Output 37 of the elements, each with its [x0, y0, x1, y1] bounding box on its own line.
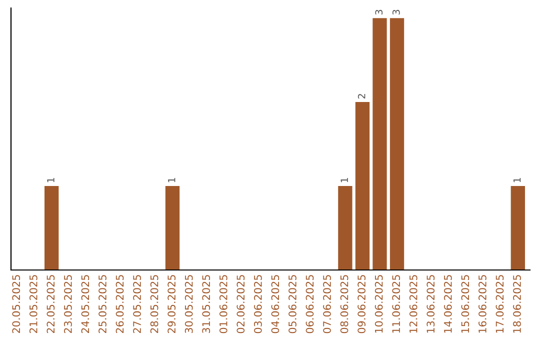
- data-label: 1: [168, 178, 176, 182]
- x-tick-label: 22.05.2025: [46, 275, 55, 334]
- data-label: 1: [514, 178, 521, 182]
- x-tick-label: 02.06.2025: [236, 275, 245, 334]
- x-tick-label: 15.06.2025: [461, 275, 470, 333]
- x-tick-label: 05.06.2025: [288, 275, 296, 334]
- x-tick-label: 07.06.2025: [323, 275, 331, 334]
- x-tick-label: 12.06.2025: [409, 275, 418, 333]
- x-tick-label: 03.06.2025: [254, 275, 262, 334]
- x-tick-label: 28.05.2025: [150, 275, 158, 334]
- x-tick-label: 09.06.2025: [358, 275, 366, 334]
- x-tick-label: 08.06.2025: [340, 275, 348, 334]
- x-tick-label: 13.06.2025: [426, 275, 435, 333]
- x-tick-label: 27.05.2025: [133, 275, 141, 334]
- data-label: 3: [375, 10, 383, 15]
- x-tick-label: 10.06.2025: [374, 275, 383, 333]
- x-tick-label: 06.06.2025: [306, 275, 314, 334]
- x-tick-label: 25.05.2025: [98, 275, 106, 334]
- x-tick-label: 18.06.2025: [513, 275, 521, 333]
- x-tick-label: 01.06.2025: [219, 275, 228, 334]
- x-tick-label: 30.05.2025: [184, 275, 193, 334]
- data-label: 1: [340, 178, 348, 182]
- x-tick-label: 24.05.2025: [81, 275, 90, 334]
- x-tick-label: 26.05.2025: [116, 275, 124, 334]
- x-tick-label: 31.05.2025: [202, 275, 210, 334]
- x-tick-label: 29.05.2025: [168, 275, 176, 334]
- data-label: 2: [358, 94, 366, 99]
- data-label: 3: [392, 10, 400, 15]
- x-tick-label: 04.06.2025: [271, 275, 280, 334]
- x-tick-label: 14.06.2025: [444, 275, 452, 333]
- x-tick-label: 11.06.2025: [392, 275, 400, 333]
- x-tick-label: 16.06.2025: [478, 275, 486, 333]
- x-tick-label: 21.05.2025: [29, 275, 38, 334]
- data-label: 1: [47, 178, 54, 182]
- x-tick-label: 20.05.2025: [12, 275, 20, 334]
- x-tick-label: 23.05.2025: [64, 275, 72, 334]
- x-tick-label: 17.06.2025: [496, 275, 504, 333]
